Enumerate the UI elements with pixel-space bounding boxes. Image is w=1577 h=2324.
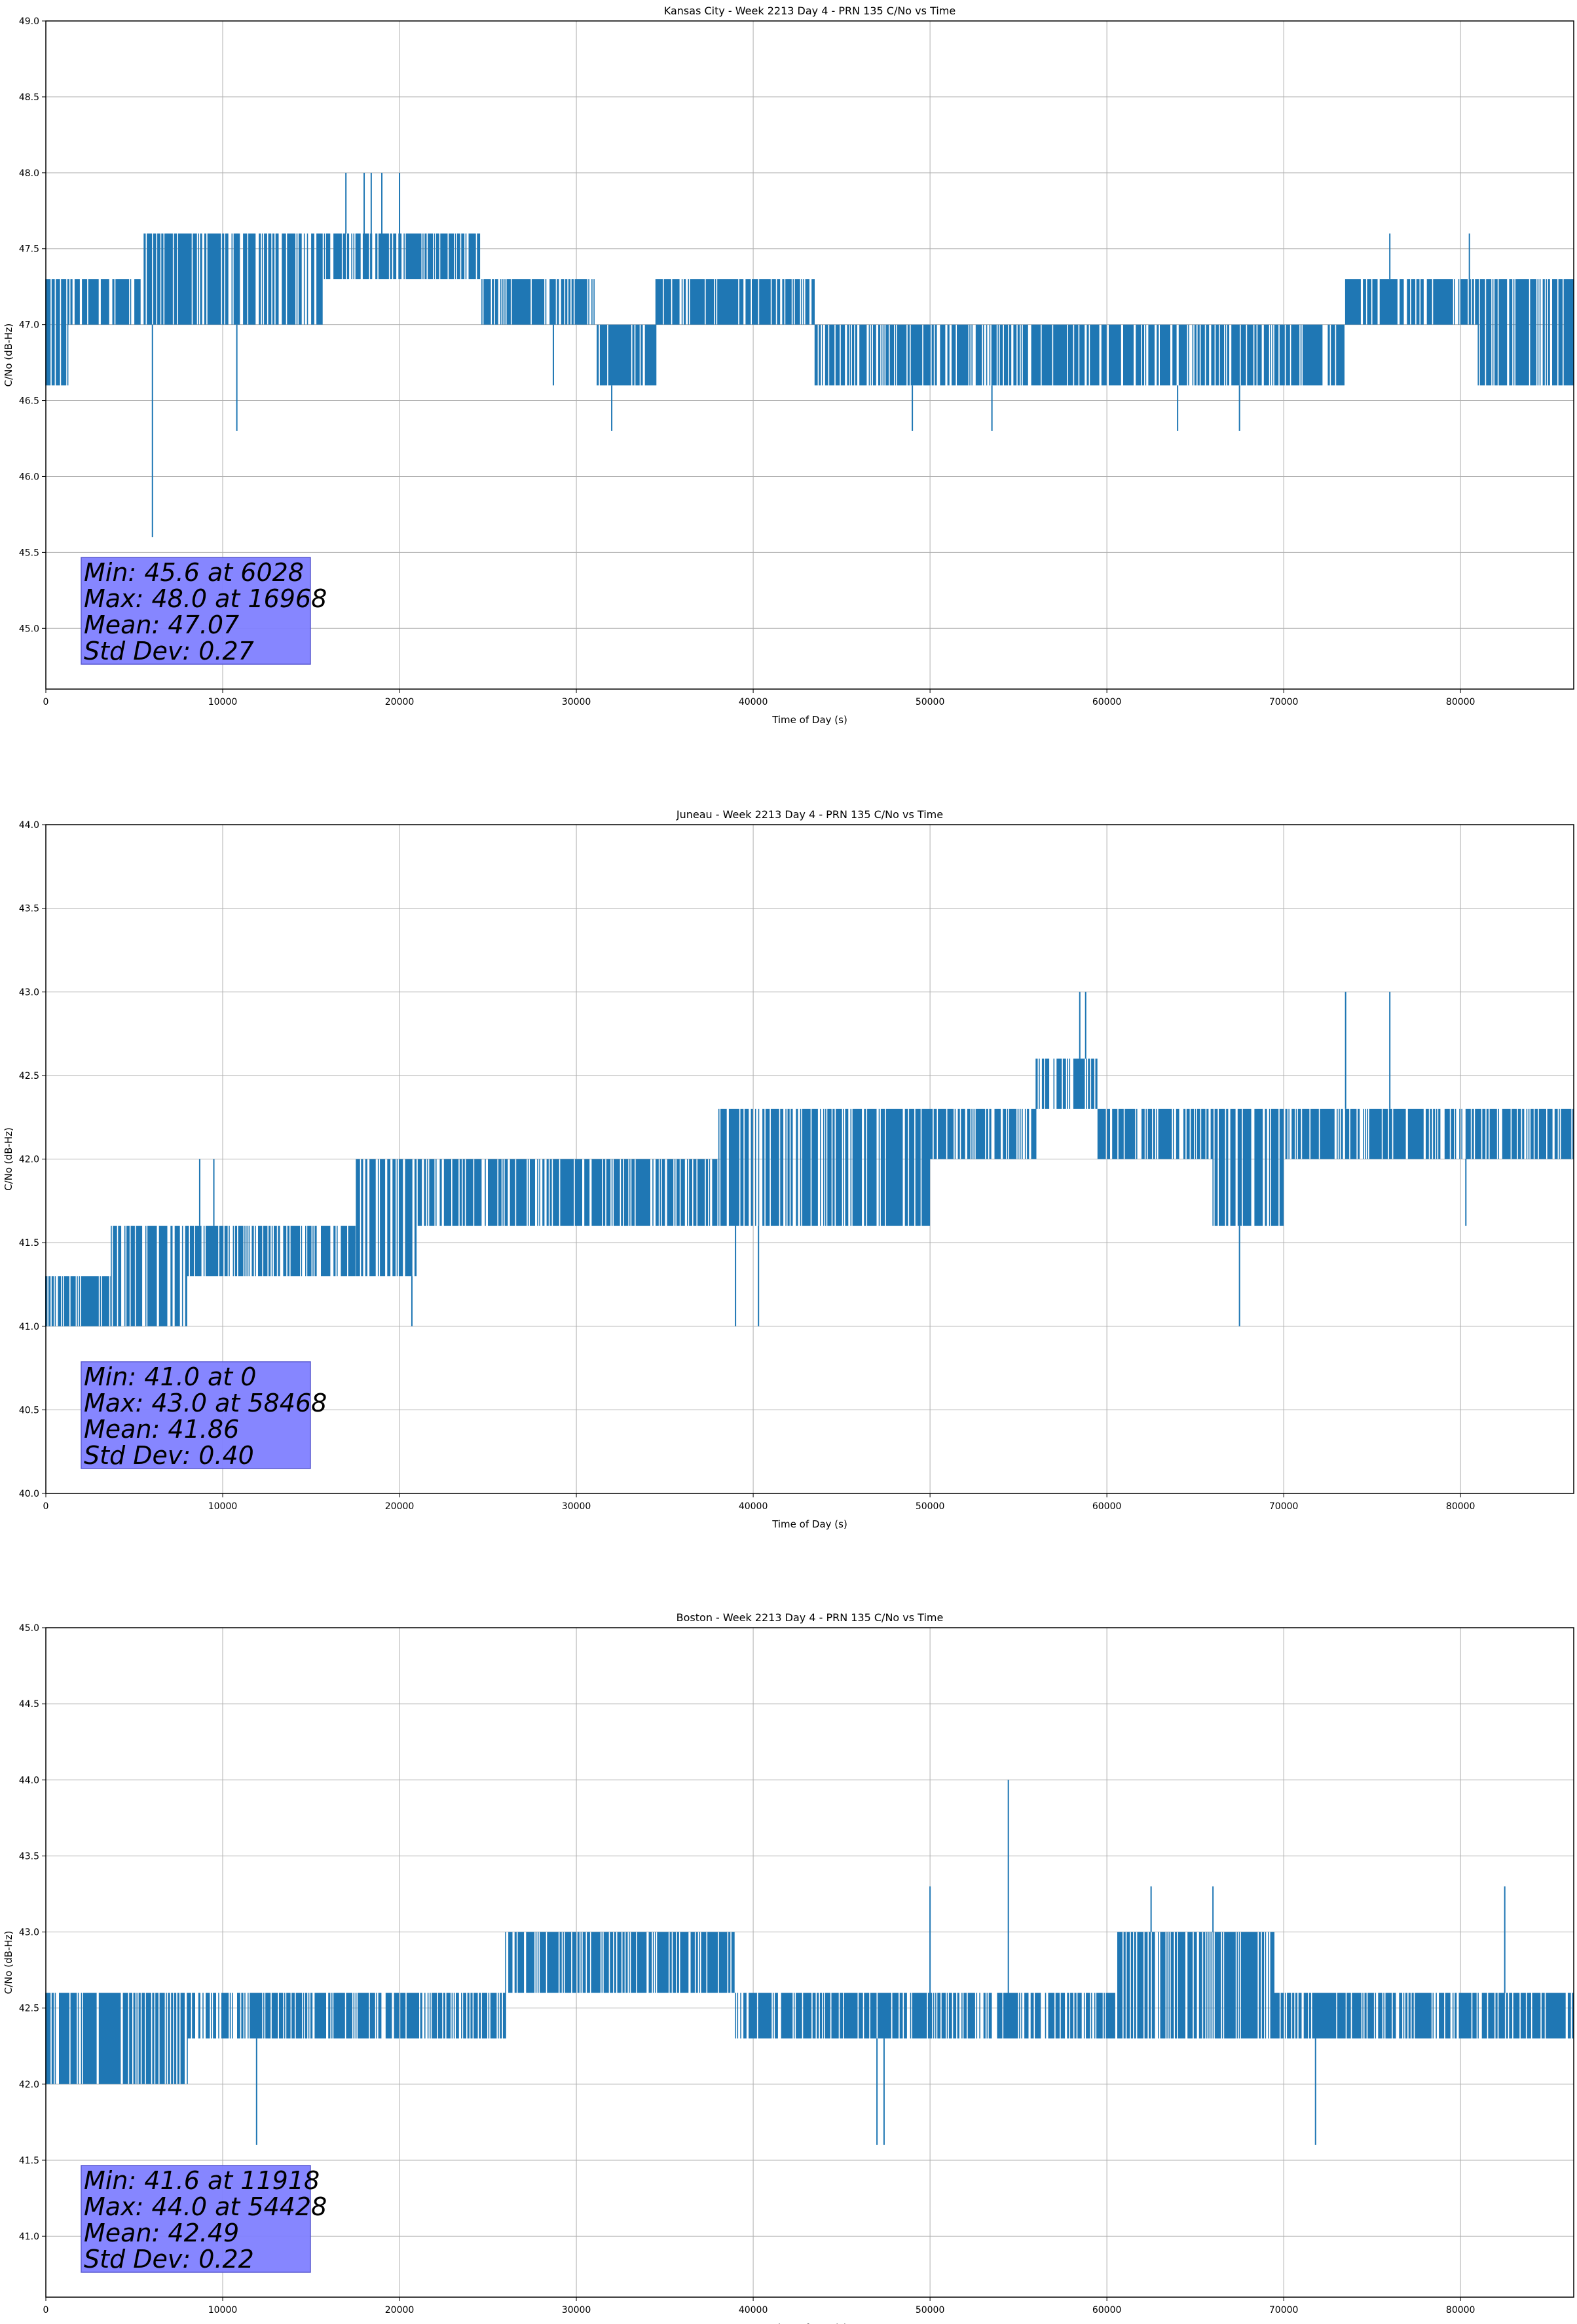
chart-panel-1: Juneau - Week 2213 Day 4 - PRN 135 C/No …	[3, 808, 1574, 1530]
y-tick-label: 41.0	[19, 1322, 39, 1332]
x-tick-label: 20000	[385, 697, 415, 707]
stats-line: Max: 48.0 at 16968	[84, 584, 327, 613]
y-tick-label: 43.5	[19, 904, 39, 914]
x-tick-label: 0	[43, 697, 49, 707]
x-tick-label: 10000	[208, 1501, 238, 1512]
plot-frame	[45, 1627, 1574, 2298]
stats-line: Mean: 42.49	[84, 2219, 239, 2247]
stats-line: Std Dev: 0.27	[84, 637, 254, 665]
stats-line: Min: 45.6 at 6028	[84, 558, 304, 587]
x-tick-label: 30000	[562, 2305, 591, 2315]
y-tick-label: 41.5	[19, 1238, 39, 1248]
x-axis-label: Time of Day (s)	[771, 2322, 847, 2324]
y-tick-label: 42.0	[19, 2080, 39, 2090]
chart-panel-2: Boston - Week 2213 Day 4 - PRN 135 C/No …	[3, 1611, 1574, 2324]
stats-box	[81, 557, 311, 665]
y-tick-label: 48.5	[19, 92, 39, 103]
series-band	[46, 1059, 1574, 1326]
y-axis-label: C/No (dB-Hz)	[3, 324, 14, 387]
y-tick-label: 40.5	[19, 1405, 39, 1415]
y-tick-label: 44.5	[19, 1699, 39, 1710]
y-tick-label: 41.0	[19, 2232, 39, 2242]
x-tick-label: 70000	[1269, 697, 1299, 707]
x-tick-label: 0	[43, 2305, 49, 2315]
x-tick-label: 60000	[1092, 1501, 1122, 1512]
stats-line: Max: 44.0 at 54428	[84, 2192, 327, 2221]
x-tick-label: 40000	[739, 697, 768, 707]
stats-box	[81, 1361, 311, 1469]
y-tick-label: 49.0	[19, 16, 39, 27]
y-tick-label: 47.5	[19, 244, 39, 255]
x-tick-label: 20000	[385, 1501, 415, 1512]
x-tick-label: 80000	[1446, 1501, 1475, 1512]
y-tick-label: 44.0	[19, 1775, 39, 1786]
stats-line: Max: 43.0 at 58468	[84, 1389, 327, 1417]
stats-line: Mean: 41.86	[84, 1415, 239, 1444]
x-tick-label: 70000	[1269, 1501, 1299, 1512]
y-axis-label: C/No (dB-Hz)	[3, 1127, 14, 1191]
x-tick-label: 10000	[208, 697, 238, 707]
y-tick-label: 42.5	[19, 2004, 39, 2014]
plot-frame	[45, 20, 1574, 690]
y-tick-label: 43.0	[19, 987, 39, 998]
stats-box	[81, 2165, 311, 2273]
y-tick-label: 43.0	[19, 1928, 39, 1938]
y-tick-label: 44.0	[19, 820, 39, 831]
y-tick-label: 40.0	[19, 1489, 39, 1499]
x-tick-label: 80000	[1446, 697, 1475, 707]
y-tick-label: 45.5	[19, 548, 39, 558]
chart-panel-0: Kansas City - Week 2213 Day 4 - PRN 135 …	[3, 5, 1574, 726]
stats-line: Mean: 47.07	[84, 610, 239, 639]
x-tick-label: 70000	[1269, 2305, 1299, 2315]
x-tick-label: 40000	[739, 2305, 768, 2315]
y-tick-label: 43.5	[19, 1851, 39, 1862]
stats-line: Min: 41.6 at 11918	[84, 2166, 320, 2195]
chart-title: Boston - Week 2213 Day 4 - PRN 135 C/No …	[677, 1611, 944, 1624]
y-axis-label: C/No (dB-Hz)	[3, 1931, 14, 1995]
y-tick-label: 45.0	[19, 1623, 39, 1634]
x-tick-label: 50000	[916, 697, 945, 707]
y-tick-label: 48.0	[19, 168, 39, 179]
y-tick-label: 42.0	[19, 1155, 39, 1165]
x-tick-label: 50000	[916, 2305, 945, 2315]
x-tick-label: 60000	[1092, 697, 1122, 707]
y-tick-label: 46.0	[19, 472, 39, 482]
series-band	[45, 1932, 1574, 2084]
x-tick-label: 30000	[562, 1501, 591, 1512]
y-tick-label: 42.5	[19, 1071, 39, 1081]
x-tick-label: 80000	[1446, 2305, 1475, 2315]
chart-title: Kansas City - Week 2213 Day 4 - PRN 135 …	[664, 5, 955, 17]
stats-line: Std Dev: 0.22	[84, 2245, 254, 2274]
x-tick-label: 30000	[562, 697, 591, 707]
x-tick-label: 0	[43, 1501, 49, 1512]
x-axis-label: Time of Day (s)	[771, 714, 847, 726]
stats-line: Std Dev: 0.40	[84, 1441, 254, 1470]
y-tick-label: 41.5	[19, 2156, 39, 2166]
y-tick-label: 46.5	[19, 396, 39, 407]
x-tick-label: 40000	[739, 1501, 768, 1512]
series-band	[45, 233, 1574, 386]
x-tick-label: 20000	[385, 2305, 415, 2315]
y-tick-label: 47.0	[19, 320, 39, 331]
stats-line: Min: 41.0 at 0	[84, 1362, 256, 1391]
x-tick-label: 10000	[208, 2305, 238, 2315]
x-axis-label: Time of Day (s)	[771, 1518, 847, 1530]
chart-title: Juneau - Week 2213 Day 4 - PRN 135 C/No …	[676, 808, 943, 821]
x-tick-label: 50000	[916, 1501, 945, 1512]
x-tick-label: 60000	[1092, 2305, 1122, 2315]
y-tick-label: 45.0	[19, 624, 39, 634]
